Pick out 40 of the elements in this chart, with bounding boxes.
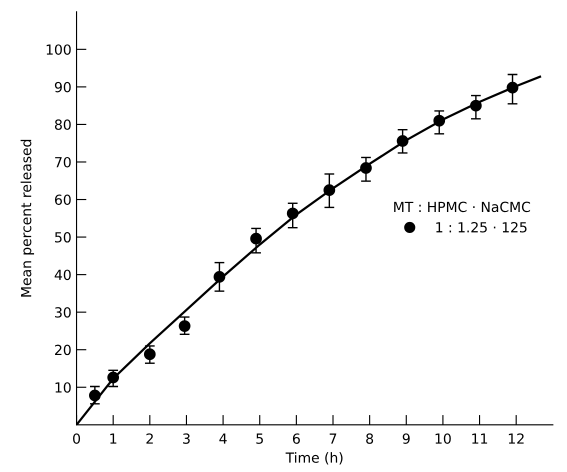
point: [144, 348, 156, 360]
point: [89, 390, 101, 402]
y-tick-label: 90: [54, 82, 71, 92]
point: [360, 162, 372, 174]
x-tick-label: 0: [73, 433, 80, 444]
y-tick-label: 40: [54, 270, 71, 280]
point: [433, 114, 446, 127]
point: [107, 372, 120, 384]
y-axis-title: Mean percent released: [20, 140, 34, 297]
y-tick-label: 10: [56, 382, 71, 393]
x-tick-label: 8: [366, 433, 374, 444]
y-tick-label: 20: [55, 344, 71, 356]
y-tick-label: 80: [54, 119, 71, 130]
y-tick-label: 30: [55, 307, 71, 318]
y-tick-label: 50: [55, 232, 71, 243]
x-tick-label: 2: [146, 433, 153, 444]
y-tick-label: 100: [46, 44, 71, 55]
x-tick-label: 5: [256, 434, 263, 444]
x-tick-label: 4: [219, 434, 227, 444]
x-axis-title: Time (h): [286, 452, 343, 465]
y-tick-label: 60: [54, 194, 71, 205]
point: [178, 320, 190, 332]
x-tick-label: 3: [183, 433, 190, 444]
x-tick-label: 9: [402, 433, 410, 444]
x-tick-label: 12: [508, 433, 524, 444]
x-tick-label: 11: [472, 434, 488, 444]
point: [250, 232, 262, 244]
legend-label: 1 : 1.25 · 125: [436, 222, 527, 233]
x-tick-label: 7: [330, 434, 336, 444]
point: [506, 82, 518, 94]
point: [470, 100, 482, 112]
x-tick-label: 1: [110, 434, 116, 444]
point: [286, 208, 299, 220]
legend-title: MT : HPMC · NaCMC: [394, 202, 530, 212]
y-tick-label: 70: [55, 156, 71, 168]
x-tick-label: 10: [436, 433, 451, 444]
x-tick-label: 6: [292, 433, 300, 444]
point: [214, 271, 226, 283]
point: [323, 184, 336, 196]
point: [396, 135, 408, 147]
